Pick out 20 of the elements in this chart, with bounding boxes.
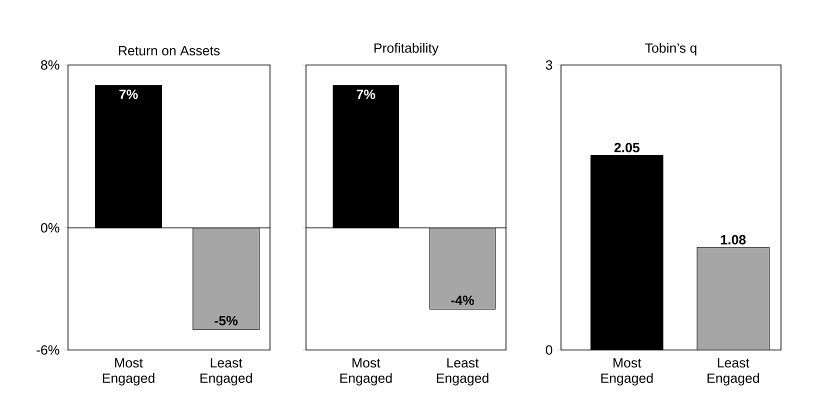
y-tick-label: 8%: [41, 60, 60, 70]
y-tick-label: 0: [546, 345, 552, 355]
y-tick-label: 3: [546, 60, 552, 70]
data-label: -5%: [214, 316, 238, 326]
x-tick-label: Least Engaged: [436, 358, 488, 386]
chart-title: Tobin’s q: [645, 42, 696, 56]
x-tick-label: Most Engaged: [102, 358, 154, 386]
data-label: 1.08: [721, 235, 746, 244]
data-label: 7%: [356, 90, 376, 99]
chart-title: Return on Assets: [118, 46, 220, 56]
x-tick-label: Least Engaged: [708, 358, 760, 386]
x-tick-label: Least Engaged: [200, 358, 252, 386]
x-tick-label: Most Engaged: [601, 358, 653, 386]
data-label: 2.05: [614, 142, 640, 152]
chart-title: Profitability: [374, 42, 439, 56]
data-label: -4%: [451, 296, 474, 306]
y-tick-label: -6%: [36, 345, 60, 355]
x-tick-label: Most Engaged: [340, 358, 392, 386]
data-label: 7%: [119, 90, 138, 99]
y-tick-label: 0%: [40, 223, 60, 233]
